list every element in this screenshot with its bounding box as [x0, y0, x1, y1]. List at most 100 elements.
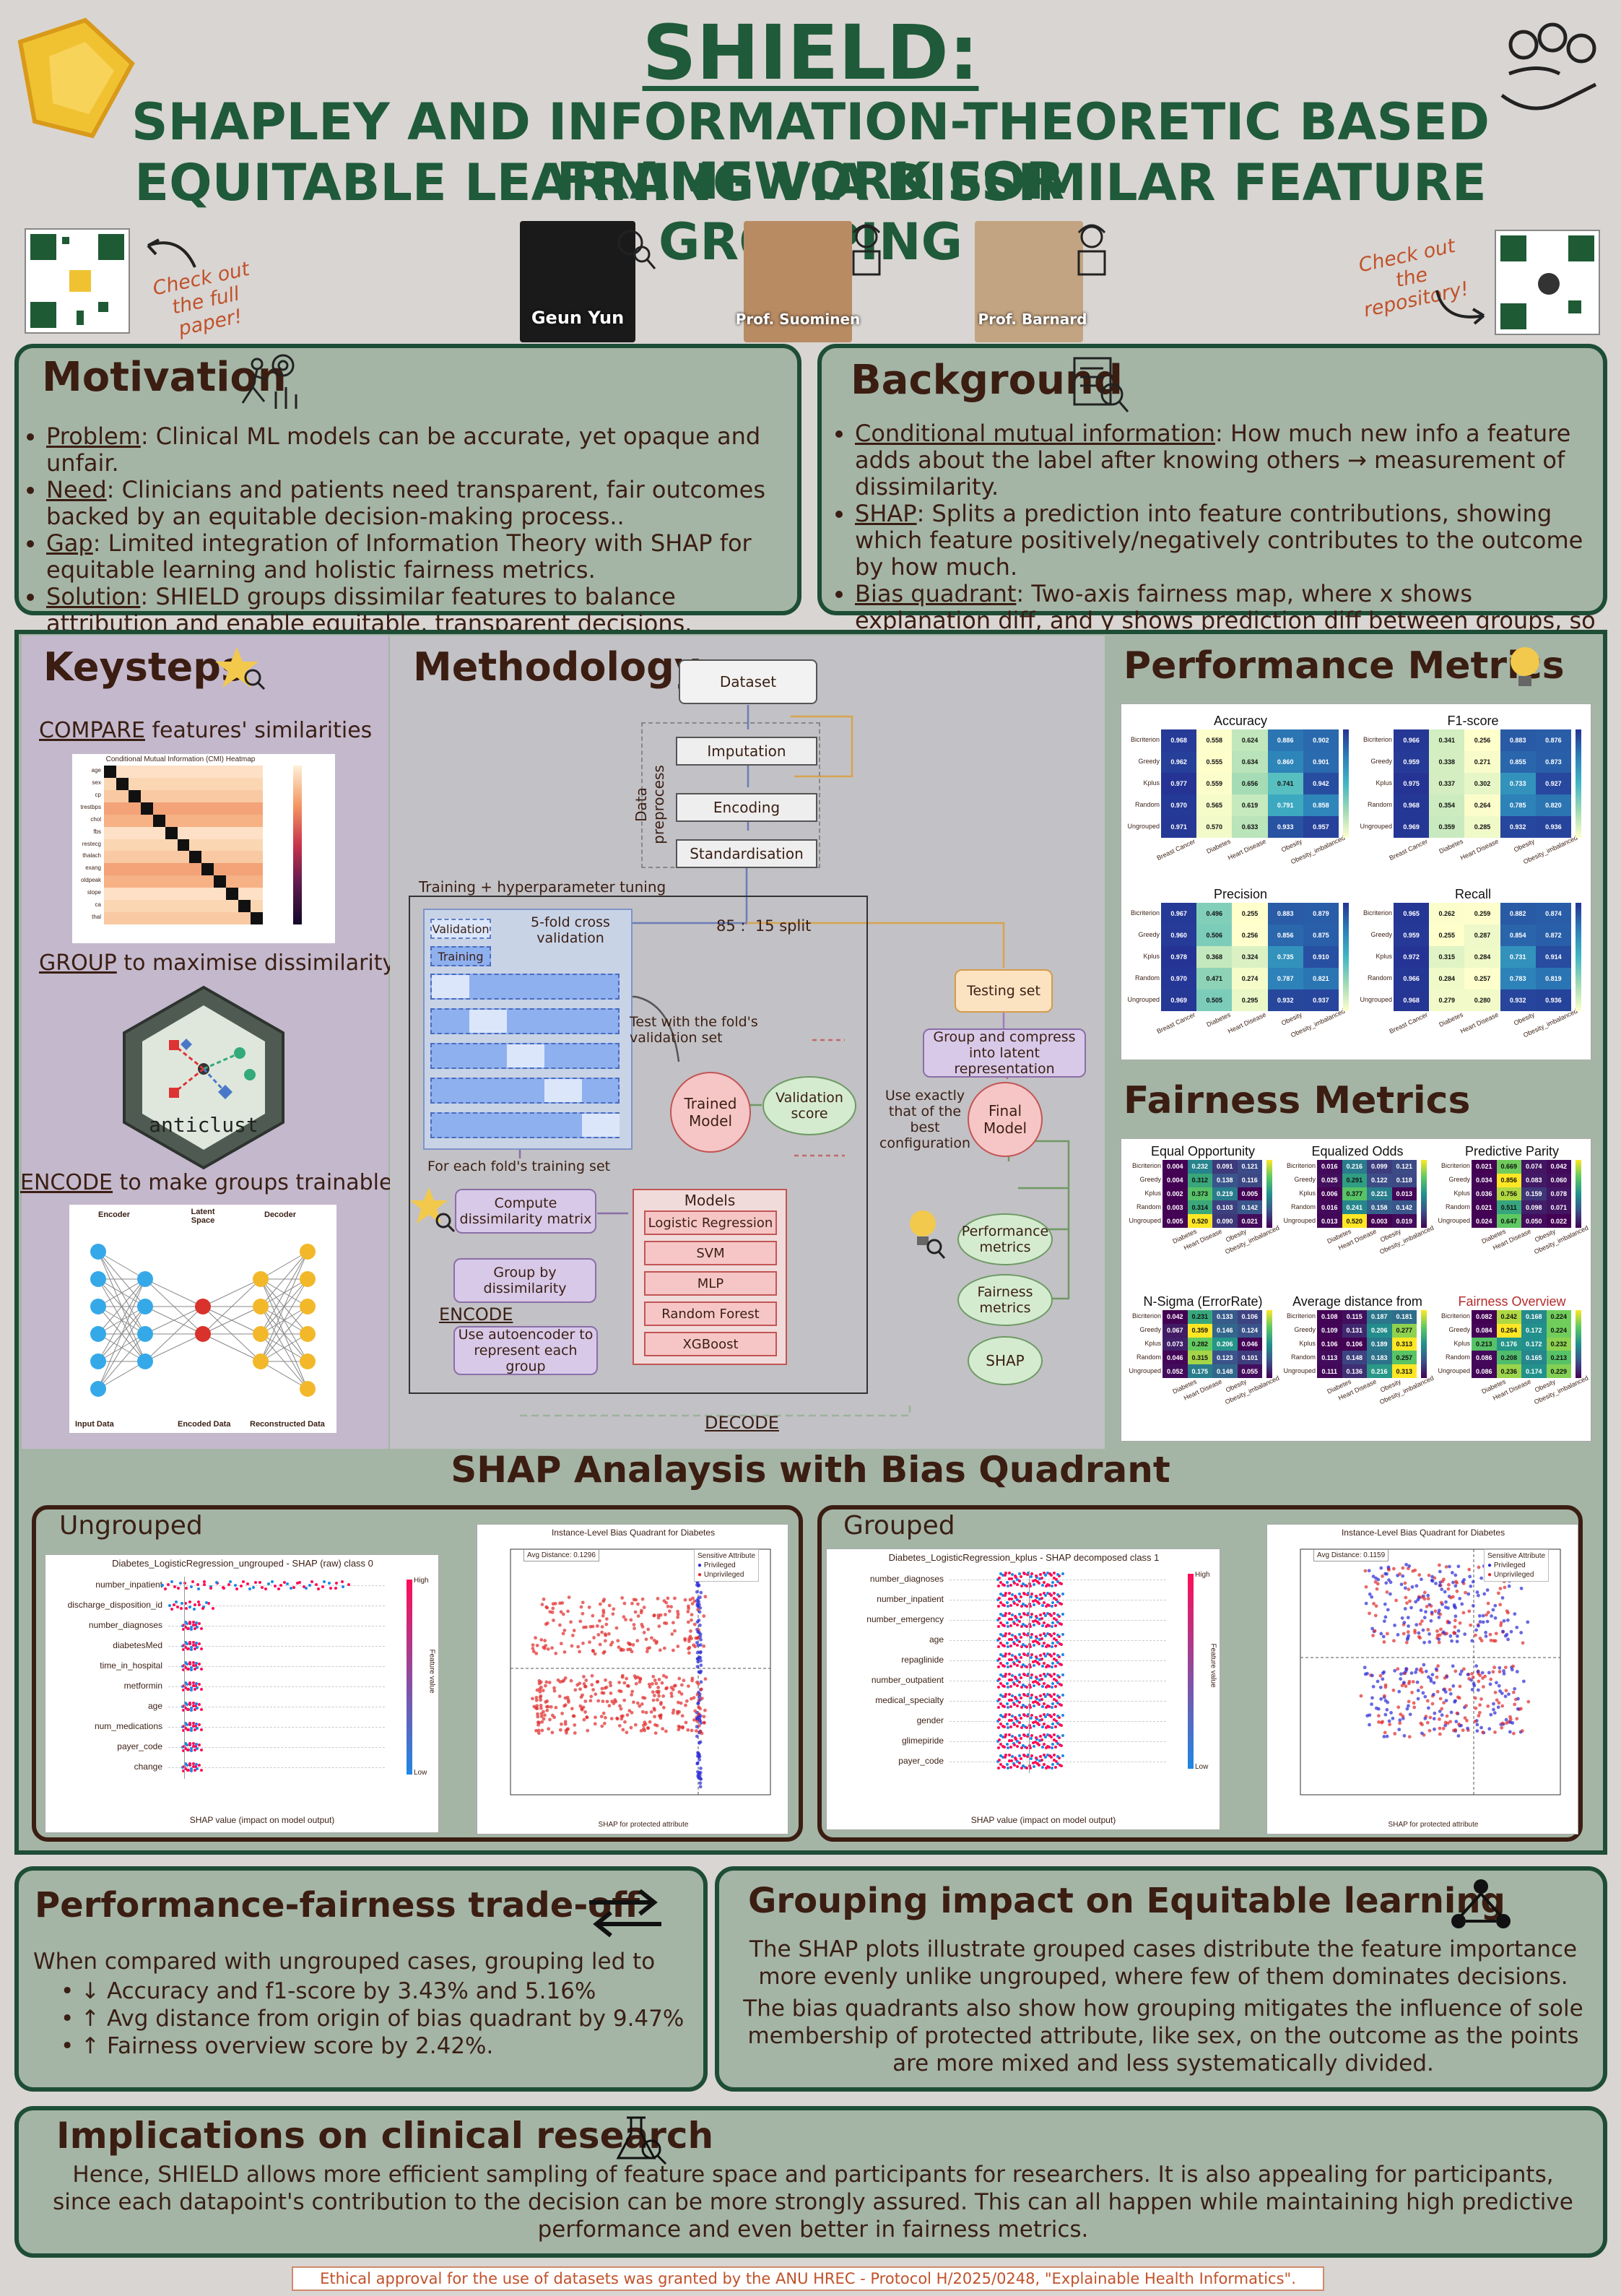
heatmap-cell: 0.520	[1342, 1214, 1367, 1228]
shap-point	[1014, 1574, 1017, 1577]
heatmap-cell: 0.213	[1546, 1351, 1571, 1365]
shap-point	[1037, 1743, 1040, 1746]
shap-point	[201, 1607, 204, 1611]
shap-point	[1051, 1601, 1055, 1605]
colorbar	[1576, 903, 1581, 1011]
colorbar	[1421, 1310, 1427, 1378]
bias-point	[697, 1715, 702, 1720]
shap-point	[1054, 1699, 1058, 1702]
shap-point	[1061, 1714, 1064, 1717]
bias-point	[1404, 1640, 1409, 1645]
shap-point	[1054, 1598, 1058, 1601]
shap-point	[1056, 1673, 1060, 1677]
shap-point	[1059, 1582, 1062, 1585]
heatmap-cell: 0.187	[1367, 1310, 1392, 1324]
heatmap-cell	[165, 888, 178, 901]
bias-point	[1442, 1701, 1446, 1704]
bias-point	[690, 1728, 694, 1733]
bias-point	[1467, 1567, 1472, 1572]
bias-point	[616, 1639, 620, 1643]
repo-qr-code[interactable]	[1495, 230, 1600, 335]
bias-point	[1511, 1690, 1516, 1694]
shap-point	[193, 1627, 196, 1631]
heatmap-title: Equalized Odds	[1311, 1144, 1404, 1158]
bias-point	[1450, 1639, 1454, 1643]
bias-point	[603, 1686, 607, 1690]
bias-point	[1418, 1636, 1422, 1640]
shap-point	[308, 1583, 312, 1587]
bias-point	[1464, 1704, 1468, 1708]
heatmap-cell: 0.731	[1500, 946, 1536, 968]
bias-point	[638, 1704, 642, 1708]
heatmap-cell: 0.910	[1303, 946, 1339, 968]
shap-point	[1006, 1584, 1009, 1587]
bias-point	[687, 1639, 691, 1643]
bias-point	[559, 1610, 563, 1614]
bias-point	[630, 1601, 634, 1606]
shap-point	[1036, 1721, 1040, 1725]
heatmap-cell	[140, 912, 153, 924]
heatmap-cell: 0.959	[1394, 751, 1430, 773]
heatmap-cell	[104, 875, 116, 888]
bias-point	[558, 1601, 562, 1606]
shap-point	[999, 1713, 1003, 1717]
heatmap-cell: 0.856	[1496, 1173, 1521, 1187]
bias-point	[696, 1630, 700, 1634]
shap-point	[1020, 1604, 1023, 1608]
grouping-impact-panel: Grouping impact on Equitable learning Th…	[715, 1866, 1607, 2092]
bias-point	[601, 1651, 606, 1655]
bias-point	[1503, 1694, 1508, 1699]
heatmap-cell	[177, 814, 190, 827]
bias-point	[683, 1598, 687, 1602]
shap-point	[1036, 1762, 1040, 1765]
shap-point	[1027, 1713, 1030, 1717]
bias-point	[1393, 1624, 1396, 1627]
bias-point	[602, 1598, 607, 1601]
heatmap-cell: 0.496	[1196, 903, 1233, 924]
heatmap-cell	[152, 851, 165, 864]
shap-point	[1044, 1614, 1048, 1618]
bias-point	[1489, 1638, 1493, 1642]
feature-label: age	[929, 1634, 944, 1645]
bias-point	[1484, 1634, 1488, 1638]
heatmap-cell: 0.142	[1391, 1200, 1417, 1215]
bias-point	[1500, 1596, 1505, 1600]
shap-point	[996, 1699, 999, 1702]
bias-point	[1456, 1634, 1459, 1638]
shap-point	[1021, 1704, 1025, 1707]
shap-point	[1056, 1620, 1059, 1624]
heatmap-cell: 0.977	[1161, 773, 1197, 794]
bias-point	[697, 1670, 701, 1674]
shap-point	[1038, 1678, 1042, 1682]
shap-point	[190, 1767, 194, 1770]
bias-point	[1496, 1705, 1500, 1710]
bias-point	[1502, 1669, 1505, 1673]
shap-point	[1014, 1657, 1018, 1660]
neuron	[195, 1326, 211, 1342]
bias-point	[1419, 1608, 1423, 1613]
shap-point	[1040, 1637, 1043, 1641]
heatmap-cell	[201, 802, 214, 815]
gridline	[949, 1701, 1166, 1702]
bias-point	[1377, 1720, 1381, 1724]
shap-point	[1030, 1632, 1034, 1636]
paper-qr-code[interactable]	[25, 228, 130, 334]
shap-point	[1018, 1612, 1022, 1616]
heatmap-cell: 0.735	[1267, 946, 1303, 968]
bias-point	[1415, 1680, 1420, 1684]
bias-point	[601, 1711, 606, 1715]
heatmap-cell	[140, 900, 153, 913]
shap-point	[181, 1685, 184, 1688]
bias-point	[582, 1682, 586, 1686]
tick-label: Ungrouped	[1127, 823, 1160, 830]
shap-point	[1040, 1759, 1043, 1762]
bias-point	[669, 1694, 674, 1699]
shap-point	[1054, 1658, 1058, 1662]
bias-point	[687, 1637, 691, 1641]
bias-point	[684, 1703, 687, 1707]
implications-text: Hence, SHIELD allows more efficient samp…	[53, 2162, 1573, 2243]
shap-point	[1052, 1733, 1056, 1737]
bias-point	[629, 1725, 633, 1730]
shap-point	[1021, 1724, 1025, 1728]
shap-point	[1040, 1624, 1044, 1628]
